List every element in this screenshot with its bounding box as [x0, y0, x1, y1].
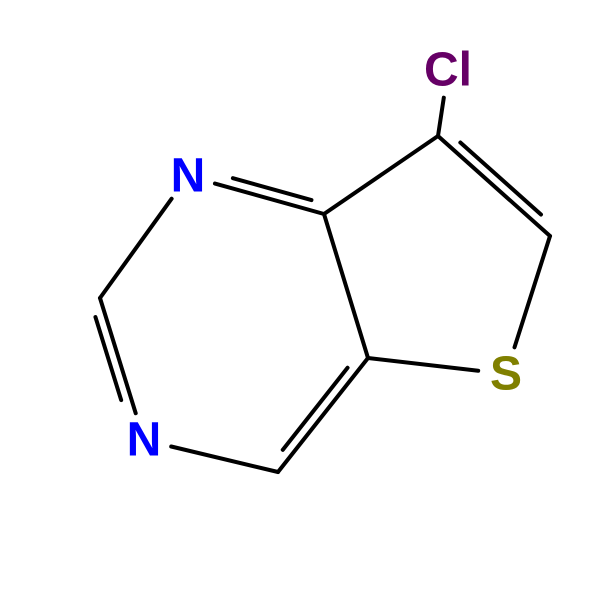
structure-canvas: N N S Cl	[0, 0, 600, 600]
molecule-svg: N N S Cl	[0, 0, 600, 600]
atom-N: N	[171, 150, 206, 203]
atom-N: N	[127, 414, 162, 467]
atom-Cl: Cl	[424, 44, 472, 97]
atom-S: S	[490, 348, 522, 401]
